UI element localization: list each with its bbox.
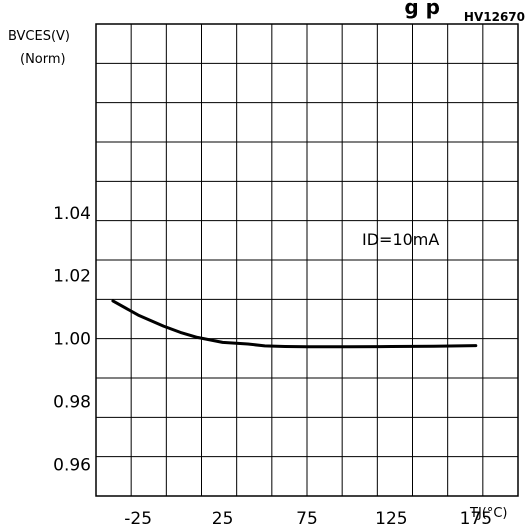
grid-layer (95, 23, 519, 497)
y-tick-label: 0.96 (53, 456, 91, 476)
series-line (111, 299, 478, 349)
x-tick-label: 75 (296, 509, 318, 529)
y-tick-label: 1.02 (53, 267, 91, 287)
annotation-id: ID=10mA (362, 230, 439, 249)
y-axis-label-line2: (Norm) (20, 52, 66, 67)
x-tick-label: 125 (375, 509, 407, 529)
figure-id: HV12670 (464, 10, 525, 24)
y-axis-label-line1: BVCES(V) (8, 29, 70, 44)
plot-frame (95, 23, 519, 497)
x-tick-label: 175 (460, 509, 492, 529)
x-tick-label: 25 (212, 509, 234, 529)
y-tick-label: 1.00 (53, 330, 91, 350)
series-layer (111, 299, 478, 349)
x-tick-label: -25 (124, 509, 152, 529)
y-tick-label: 1.04 (53, 204, 91, 224)
label-layer: g p HV12670 BVCES(V) (Norm) ID=10mA TJ(°… (8, 0, 525, 529)
chart-title-fragment: g p (404, 0, 440, 19)
x-axis-label: TJ(°C) (469, 506, 508, 521)
y-tick-label: 0.98 (53, 393, 91, 413)
